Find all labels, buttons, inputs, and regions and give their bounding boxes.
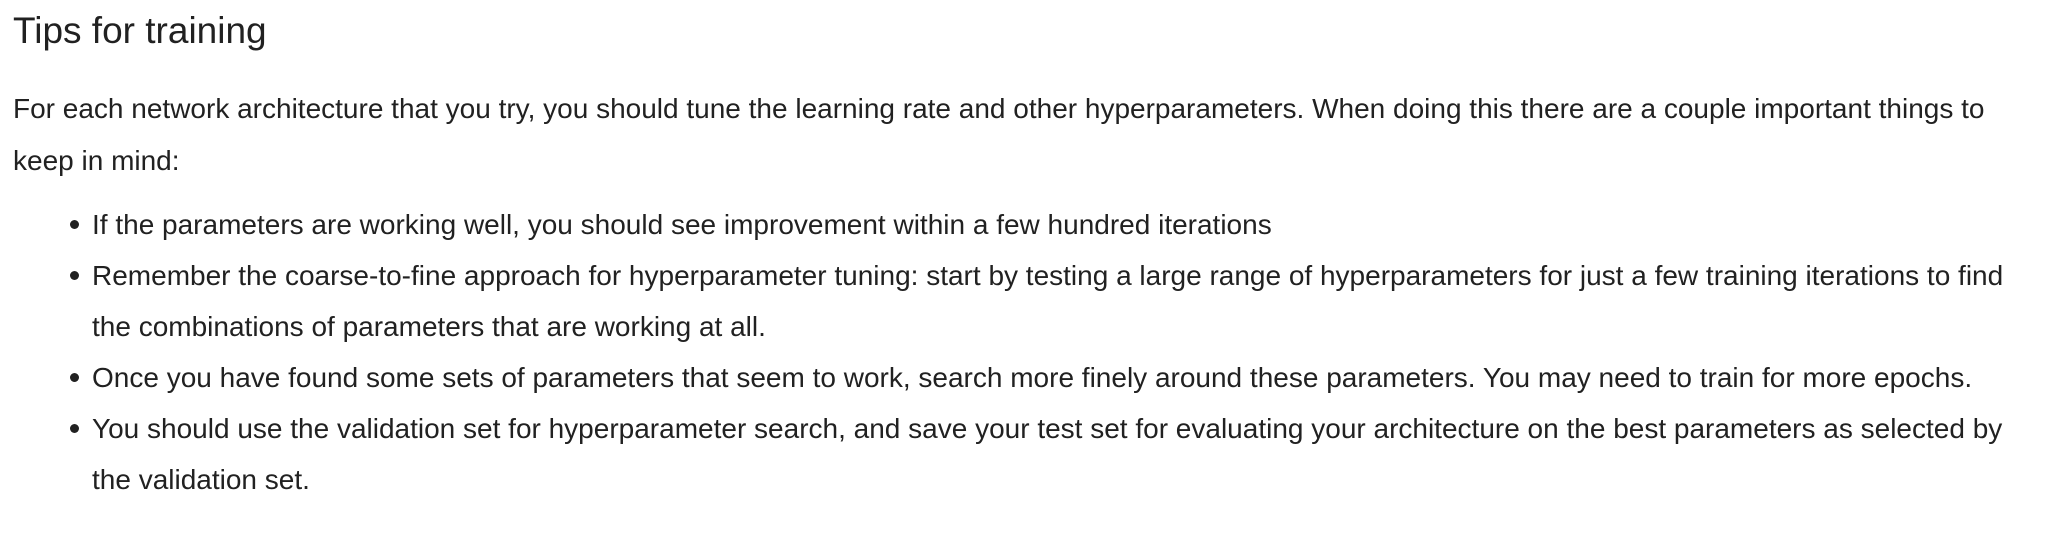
bullet-icon xyxy=(70,271,79,280)
section-heading: Tips for training xyxy=(13,10,267,51)
tip-item: Remember the coarse-to-fine approach for… xyxy=(70,250,2043,352)
bullet-icon xyxy=(70,220,79,229)
tip-text: Remember the coarse-to-fine approach for… xyxy=(92,260,2004,342)
tip-item: You should use the validation set for hy… xyxy=(70,403,2043,505)
tip-text: Once you have found some sets of paramet… xyxy=(92,362,1973,393)
bullet-icon xyxy=(70,373,79,382)
intro-paragraph: For each network architecture that you t… xyxy=(13,93,1985,176)
tip-item: Once you have found some sets of paramet… xyxy=(70,352,2043,403)
tip-text: If the parameters are working well, you … xyxy=(92,209,1272,240)
tips-list: If the parameters are working well, you … xyxy=(13,199,2043,505)
tip-item: If the parameters are working well, you … xyxy=(70,199,2043,250)
bullet-icon xyxy=(70,424,79,433)
tips-section: Tips for training For each network archi… xyxy=(13,0,2043,505)
tip-text: You should use the validation set for hy… xyxy=(92,413,2003,495)
